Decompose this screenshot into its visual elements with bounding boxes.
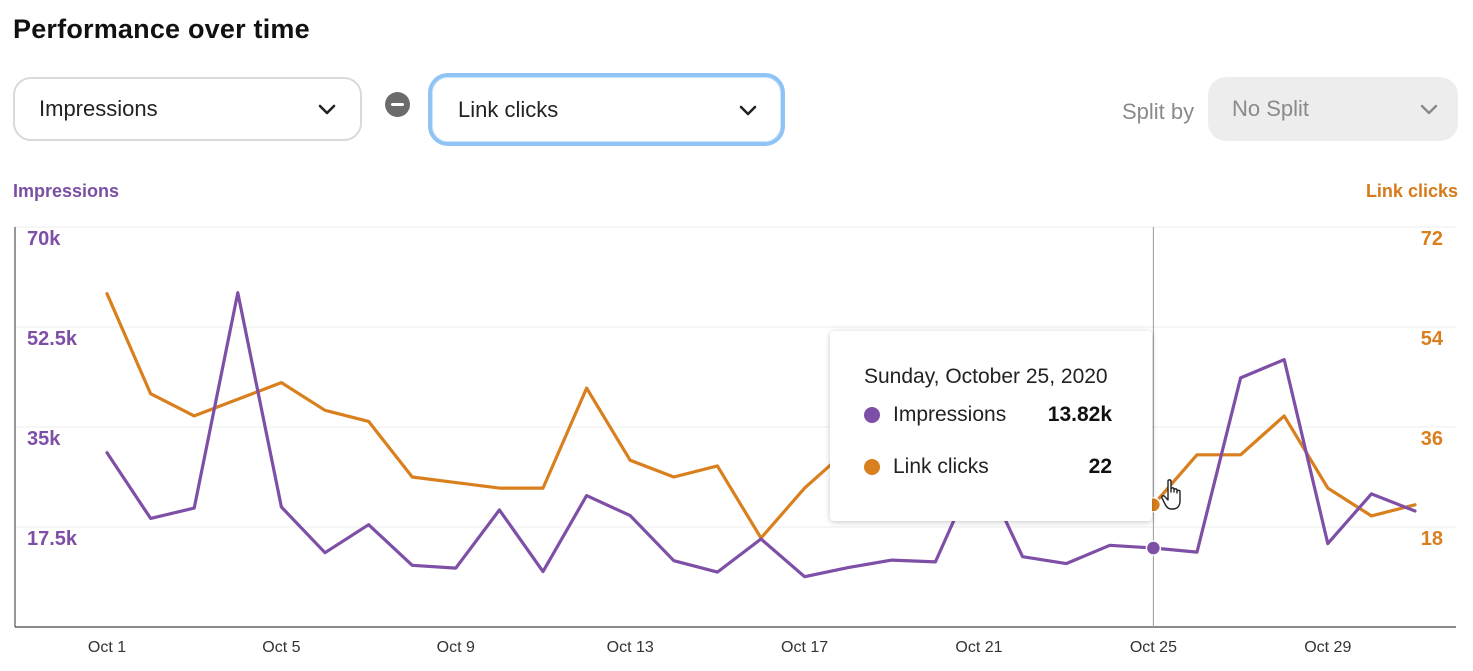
y-right-tick-label: 72 <box>1421 228 1443 250</box>
link-clicks-series-line <box>105 292 1417 540</box>
x-tick-label: Oct 17 <box>781 639 828 656</box>
y-left-tick-label: 70k <box>27 228 61 250</box>
page-title: Performance over time <box>13 14 310 44</box>
y-right-axis-title: Link clicks <box>1365 181 1458 201</box>
metric-2-label: Link clicks <box>458 96 559 122</box>
split-by-label: Split by <box>1122 99 1195 124</box>
performance-chart[interactable]: 17.5k 35k 52.5k 70k 18 36 54 72 Oct 1 Oct 5 Oct 9 O… <box>0 200 1473 671</box>
x-tick-label: Oct 21 <box>955 639 1002 656</box>
y-right-tick-label: 18 <box>1421 528 1443 550</box>
chevron-down-icon <box>737 99 759 121</box>
hand-pointer-icon <box>1161 479 1181 510</box>
x-tick-label: Oct 25 <box>1130 639 1177 656</box>
link-clicks-legend-dot <box>864 459 880 475</box>
y-right-tick-label: 54 <box>1421 328 1444 350</box>
x-tick-label: Oct 9 <box>437 639 475 656</box>
tooltip-row-impressions: Impressions 13.82k <box>864 389 1152 441</box>
tooltip-row-link-clicks: Link clicks 22 <box>864 441 1152 493</box>
tooltip-link-clicks-name: Link clicks <box>893 455 989 478</box>
tooltip-impressions-name: Impressions <box>893 403 1007 426</box>
split-dropdown[interactable]: No Split <box>1208 77 1458 141</box>
tooltip-link-clicks-value: 22 <box>1088 455 1112 478</box>
split-value: No Split <box>1232 96 1310 121</box>
x-tick-label: Oct 13 <box>607 639 654 656</box>
x-tick-label: Oct 5 <box>262 639 300 656</box>
y-right-tick-label: 36 <box>1421 428 1443 450</box>
y-left-tick-label: 35k <box>27 428 61 450</box>
metric-2-dropdown[interactable]: Link clicks <box>428 73 785 146</box>
tooltip-impressions-value: 13.82k <box>1047 403 1112 426</box>
x-tick-label: Oct 1 <box>88 639 126 656</box>
chevron-down-icon <box>316 98 338 120</box>
x-tick-label: Oct 29 <box>1304 639 1351 656</box>
y-left-axis-title: Impressions <box>13 181 120 201</box>
minus-circle-icon <box>391 103 404 106</box>
y-left-tick-label: 52.5k <box>27 328 78 350</box>
impressions-series-line <box>105 291 1417 579</box>
tooltip-date: Sunday, October 25, 2020 <box>864 365 1108 388</box>
remove-metric-button[interactable] <box>385 92 410 117</box>
metric-1-dropdown[interactable]: Impressions <box>13 77 362 141</box>
impressions-highlight-point <box>1145 540 1162 556</box>
chevron-down-icon <box>1418 98 1440 120</box>
chart-tooltip: Sunday, October 25, 2020 Impressions 13.… <box>830 331 1152 521</box>
y-left-tick-label: 17.5k <box>27 528 78 550</box>
impressions-legend-dot <box>864 407 880 423</box>
metric-1-label: Impressions <box>39 96 158 121</box>
